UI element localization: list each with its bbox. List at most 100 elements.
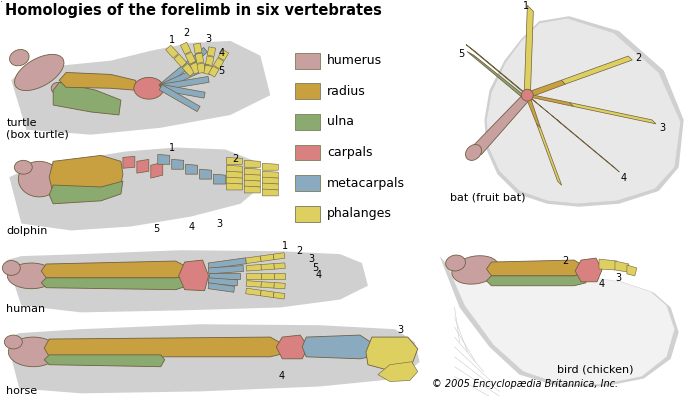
FancyBboxPatch shape (295, 206, 320, 222)
Polygon shape (214, 58, 224, 69)
Polygon shape (195, 53, 204, 63)
Ellipse shape (4, 335, 22, 349)
Polygon shape (246, 256, 261, 264)
Text: ulna: ulna (327, 115, 354, 128)
FancyBboxPatch shape (295, 83, 320, 99)
Polygon shape (524, 93, 573, 106)
Polygon shape (158, 154, 169, 164)
Text: 3: 3 (308, 254, 314, 264)
Text: 4: 4 (188, 222, 195, 232)
Text: carpals: carpals (327, 146, 372, 159)
Text: human: human (6, 304, 46, 314)
Polygon shape (178, 260, 209, 291)
FancyBboxPatch shape (295, 53, 320, 68)
Polygon shape (575, 258, 602, 282)
Polygon shape (262, 177, 279, 184)
Polygon shape (570, 102, 656, 124)
Ellipse shape (15, 54, 64, 90)
Text: horse: horse (6, 386, 38, 396)
Polygon shape (9, 148, 260, 230)
Polygon shape (182, 64, 195, 76)
Ellipse shape (14, 160, 32, 174)
Polygon shape (273, 253, 285, 260)
Text: radius: radius (327, 85, 366, 98)
Polygon shape (53, 82, 121, 115)
Polygon shape (6, 250, 368, 312)
Polygon shape (0, 0, 5, 5)
Ellipse shape (8, 263, 55, 289)
Text: 4: 4 (599, 279, 605, 289)
Polygon shape (486, 18, 680, 204)
Polygon shape (204, 65, 212, 75)
Polygon shape (262, 189, 279, 196)
Polygon shape (186, 52, 196, 64)
Polygon shape (208, 283, 234, 292)
Text: 3: 3 (206, 34, 211, 44)
Polygon shape (209, 66, 219, 77)
Text: 2: 2 (183, 28, 190, 38)
Polygon shape (244, 160, 260, 167)
Text: 2: 2 (232, 154, 239, 164)
Text: dolphin: dolphin (6, 226, 48, 236)
Text: 3: 3 (659, 123, 665, 133)
Ellipse shape (134, 78, 164, 99)
Text: © 2005 Encyclopædia Britannica, Inc.: © 2005 Encyclopædia Britannica, Inc. (432, 379, 618, 389)
Text: 4: 4 (620, 173, 626, 183)
Polygon shape (11, 41, 270, 135)
Polygon shape (41, 261, 188, 278)
Polygon shape (60, 72, 136, 90)
Polygon shape (207, 47, 216, 56)
Polygon shape (627, 265, 637, 276)
Text: 5: 5 (458, 49, 465, 59)
Text: 1: 1 (169, 142, 175, 152)
Polygon shape (6, 324, 420, 393)
Polygon shape (273, 292, 285, 299)
Text: 5: 5 (218, 66, 225, 76)
Ellipse shape (10, 50, 29, 66)
Polygon shape (556, 120, 620, 172)
FancyBboxPatch shape (295, 114, 320, 130)
Polygon shape (244, 180, 260, 187)
Polygon shape (484, 16, 684, 207)
Polygon shape (197, 63, 206, 73)
Polygon shape (260, 254, 274, 262)
Polygon shape (174, 54, 187, 67)
Text: 3: 3 (615, 273, 621, 283)
Text: 4: 4 (218, 48, 225, 58)
Text: 4: 4 (279, 371, 284, 381)
Polygon shape (123, 156, 135, 168)
Text: 2: 2 (296, 246, 302, 256)
Polygon shape (186, 164, 197, 174)
Polygon shape (302, 335, 375, 359)
Ellipse shape (8, 337, 58, 367)
Polygon shape (615, 261, 629, 272)
Polygon shape (227, 183, 242, 190)
Polygon shape (524, 93, 540, 128)
Polygon shape (466, 45, 531, 98)
Polygon shape (444, 260, 675, 384)
Polygon shape (49, 181, 123, 204)
Text: Homologies of the forelimb in six vertebrates: Homologies of the forelimb in six verteb… (6, 3, 382, 18)
Polygon shape (524, 80, 566, 97)
Polygon shape (209, 273, 240, 279)
Polygon shape (260, 290, 274, 298)
Text: 2: 2 (562, 256, 568, 266)
Polygon shape (524, 5, 533, 98)
Text: 5: 5 (312, 263, 318, 273)
Text: metacarpals: metacarpals (327, 176, 405, 190)
Polygon shape (159, 48, 207, 90)
Polygon shape (274, 263, 286, 269)
Text: bird (chicken): bird (chicken) (557, 365, 634, 375)
Polygon shape (486, 274, 586, 286)
Text: 3: 3 (398, 325, 404, 335)
Polygon shape (262, 183, 279, 190)
Polygon shape (209, 278, 237, 286)
FancyBboxPatch shape (295, 175, 320, 191)
Polygon shape (227, 177, 242, 184)
Polygon shape (246, 281, 261, 287)
Polygon shape (470, 95, 529, 156)
Polygon shape (160, 85, 200, 112)
Polygon shape (181, 42, 191, 54)
Polygon shape (49, 156, 123, 194)
Polygon shape (246, 264, 261, 271)
